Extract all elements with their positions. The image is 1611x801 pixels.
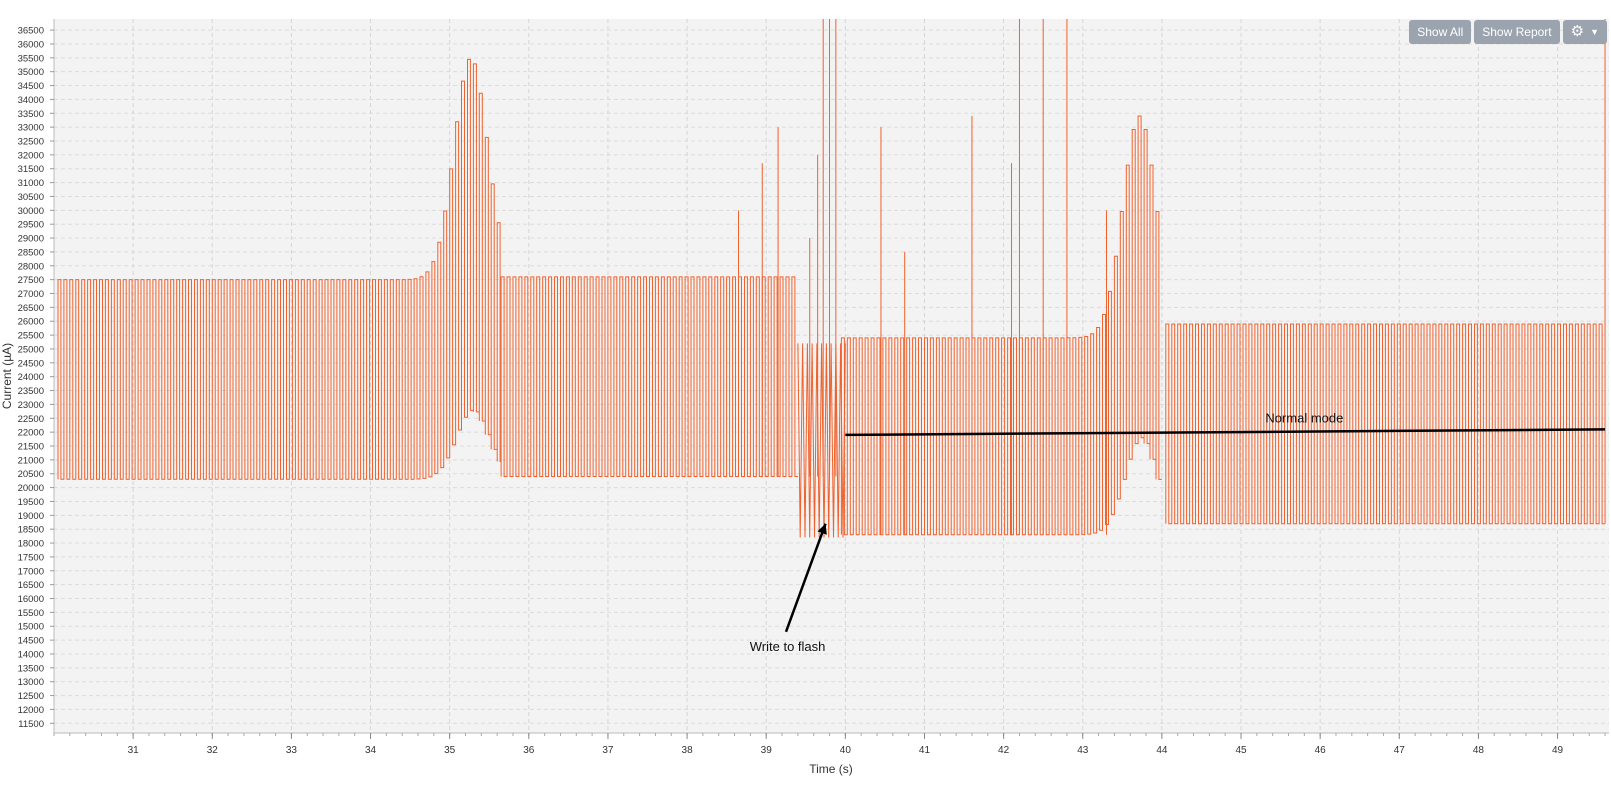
y-tick-label: 29000 — [18, 234, 44, 245]
current-waveform-segment — [57, 58, 502, 480]
y-tick-label: 24000 — [18, 372, 44, 383]
annotation-line — [845, 428, 1606, 437]
settings-dropdown-button[interactable]: ⚙ ▼ — [1562, 20, 1607, 44]
y-tick-label: 32000 — [18, 150, 44, 161]
x-tick-label: 40 — [840, 745, 852, 756]
y-tick-label: 28000 — [18, 261, 44, 272]
y-tick-label: 25500 — [18, 331, 44, 342]
x-tick-label: 42 — [998, 745, 1010, 756]
y-tick-label: 20500 — [18, 469, 44, 480]
x-tick-label: 38 — [682, 745, 694, 756]
y-tick-label: 32500 — [18, 137, 44, 148]
x-tick-label: 48 — [1473, 745, 1485, 756]
x-tick-label: 49 — [1552, 745, 1564, 756]
y-tick-label: 16500 — [18, 580, 44, 591]
y-tick-label: 12000 — [18, 705, 44, 716]
y-tick-label: 21000 — [18, 455, 44, 466]
current-waveform-segment — [500, 276, 798, 477]
y-tick-label: 33000 — [18, 123, 44, 134]
x-tick-label: 47 — [1394, 745, 1406, 756]
x-tick-label: 34 — [365, 745, 377, 756]
y-tick-label: 24500 — [18, 358, 44, 369]
caret-down-icon: ▼ — [1590, 27, 1599, 37]
y-tick-label: 23000 — [18, 400, 44, 411]
x-tick-label: 31 — [128, 745, 140, 756]
y-tick-label: 26500 — [18, 303, 44, 314]
x-tick-label: 37 — [602, 745, 614, 756]
y-tick-label: 25000 — [18, 344, 44, 355]
y-tick-label: 18000 — [18, 539, 44, 550]
y-tick-label: 33500 — [18, 109, 44, 120]
annotations-layer: Write to flash Normal mode — [750, 410, 1606, 654]
x-tick-label: 45 — [1235, 745, 1247, 756]
axes: 11500 12000 12500 13000 13500 14000 14500 15000… — [18, 19, 1609, 756]
y-tick-label: 13000 — [18, 677, 44, 688]
y-tick-label: 34000 — [18, 95, 44, 106]
y-tick-label: 26000 — [18, 317, 44, 328]
y-tick-label: 35000 — [18, 67, 44, 78]
series-layer — [57, 19, 1606, 538]
y-tick-label: 12500 — [18, 691, 44, 702]
y-tick-label: 17500 — [18, 552, 44, 563]
y-tick-label: 17000 — [18, 566, 44, 577]
y-tick-label: 21500 — [18, 442, 44, 453]
y-tick-label: 19500 — [18, 497, 44, 508]
gear-icon: ⚙ — [1570, 23, 1585, 40]
show-all-button[interactable]: Show All — [1409, 20, 1472, 44]
current-waveform-segment — [1165, 323, 1605, 525]
show-report-button[interactable]: Show Report — [1474, 20, 1560, 44]
annotation-arrow — [784, 523, 827, 633]
y-tick-label: 16000 — [18, 594, 44, 605]
x-tick-label: 35 — [444, 745, 456, 756]
y-axis-label: Current (µA) — [0, 343, 14, 409]
y-tick-label: 30500 — [18, 192, 44, 203]
y-tick-label: 23500 — [18, 386, 44, 397]
y-tick-label: 22500 — [18, 414, 44, 425]
y-tick-label: 34500 — [18, 81, 44, 92]
chart-toolbar: Show All Show Report ⚙ ▼ — [1409, 20, 1607, 44]
x-tick-label: 43 — [1077, 745, 1089, 756]
y-tick-label: 15000 — [18, 622, 44, 633]
y-tick-label: 20000 — [18, 483, 44, 494]
y-tick-label: 27500 — [18, 275, 44, 286]
x-tick-label: 46 — [1315, 745, 1327, 756]
y-tick-label: 15500 — [18, 608, 44, 619]
x-tick-label: 44 — [1156, 745, 1168, 756]
x-tick-label: 33 — [286, 745, 298, 756]
y-tick-label: 14000 — [18, 649, 44, 660]
y-tick-label: 22000 — [18, 428, 44, 439]
y-tick-label: 11500 — [18, 719, 44, 730]
y-tick-label: 18500 — [18, 525, 44, 536]
x-tick-label: 36 — [523, 745, 535, 756]
flash-write-dip — [797, 343, 846, 538]
y-tick-label: 31000 — [18, 178, 44, 189]
y-tick-label: 13500 — [18, 663, 44, 674]
y-tick-label: 36500 — [18, 26, 44, 37]
y-tick-label: 14500 — [18, 636, 44, 647]
y-tick-label: 30000 — [18, 206, 44, 217]
x-tick-label: 39 — [761, 745, 773, 756]
y-tick-label: 31500 — [18, 164, 44, 175]
y-tick-label: 28500 — [18, 247, 44, 258]
x-tick-label: 41 — [919, 745, 931, 756]
current-waveform-segment — [840, 115, 1162, 536]
y-tick-label: 29500 — [18, 220, 44, 231]
x-tick-label: 32 — [207, 745, 219, 756]
y-tick-label: 27000 — [18, 289, 44, 300]
annotation-arrowhead — [817, 523, 827, 535]
y-tick-label: 19000 — [18, 511, 44, 522]
annotation-text: Write to flash — [750, 639, 826, 654]
y-tick-label: 35500 — [18, 53, 44, 64]
x-axis-label: Time (s) — [809, 762, 853, 776]
annotation-text: Normal mode — [1265, 410, 1343, 425]
y-tick-label: 36000 — [18, 39, 44, 50]
